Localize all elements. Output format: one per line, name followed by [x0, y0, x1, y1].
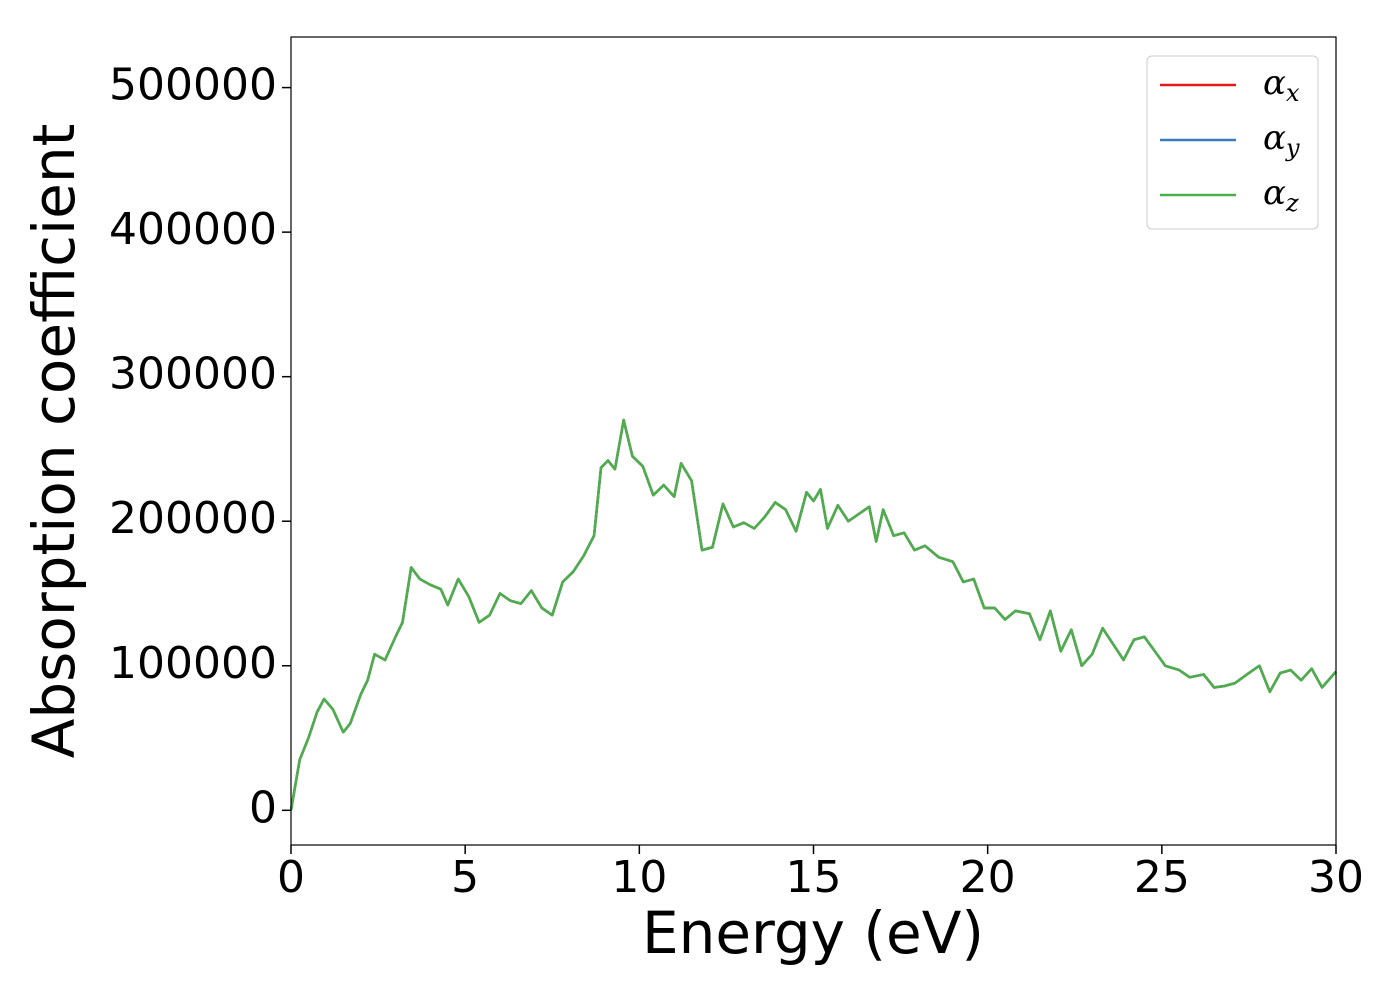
y-tick-label: 100000 [109, 638, 277, 689]
legend-label: αz [1263, 173, 1299, 217]
x-tick-label: 25 [1134, 852, 1190, 903]
plot-frame [290, 36, 1337, 846]
x-tick-label: 30 [1308, 852, 1364, 903]
legend-label: αx [1263, 63, 1300, 107]
y-tick-label: 300000 [109, 349, 277, 400]
y-tick-label: 200000 [109, 493, 277, 544]
y-tick-label: 400000 [109, 204, 277, 255]
legend-label: αy [1263, 118, 1300, 162]
x-tick-label: 15 [786, 852, 842, 903]
y-tick-label: 0 [249, 782, 277, 833]
x-tick-label: 10 [611, 852, 667, 903]
y-tick-label: 500000 [109, 60, 277, 111]
legend-box [1146, 55, 1319, 230]
x-axis-label: Energy (eV) [642, 899, 984, 967]
x-tick-label: 0 [277, 852, 305, 903]
data-line [289, 418, 1337, 811]
y-axis-label: Absorption coefficient [20, 124, 88, 759]
x-tick-label: 20 [960, 852, 1016, 903]
x-tick-label: 5 [451, 852, 479, 903]
